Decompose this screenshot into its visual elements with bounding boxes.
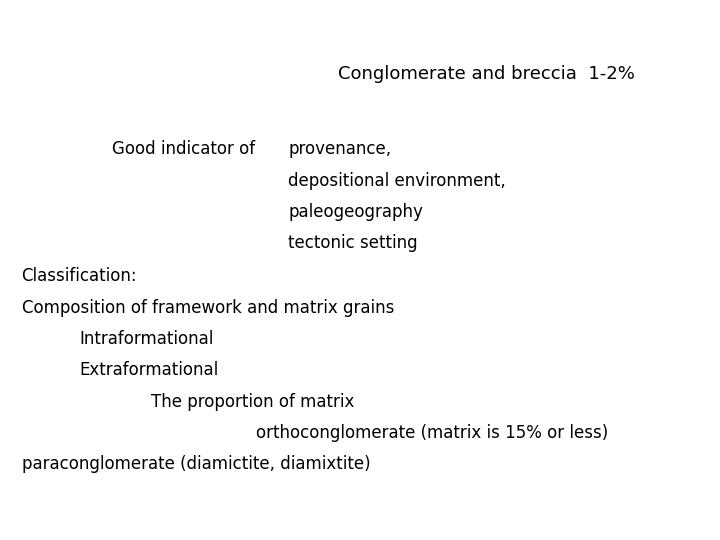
Text: Good indicator of: Good indicator of [112, 140, 255, 158]
Text: Extraformational: Extraformational [79, 361, 218, 379]
Text: Classification:: Classification: [22, 267, 138, 285]
Text: paleogeography: paleogeography [288, 203, 423, 221]
Text: tectonic setting: tectonic setting [288, 234, 418, 252]
Text: depositional environment,: depositional environment, [288, 172, 505, 190]
Text: The proportion of matrix: The proportion of matrix [151, 393, 354, 410]
Text: Composition of framework and matrix grains: Composition of framework and matrix grai… [22, 299, 394, 316]
Text: Intraformational: Intraformational [79, 330, 214, 348]
Text: paraconglomerate (diamictite, diamixtite): paraconglomerate (diamictite, diamixtite… [22, 455, 370, 473]
Text: provenance,: provenance, [288, 140, 391, 158]
Text: orthoconglomerate (matrix is 15% or less): orthoconglomerate (matrix is 15% or less… [256, 424, 608, 442]
Text: Conglomerate and breccia  1-2%: Conglomerate and breccia 1-2% [338, 65, 635, 83]
